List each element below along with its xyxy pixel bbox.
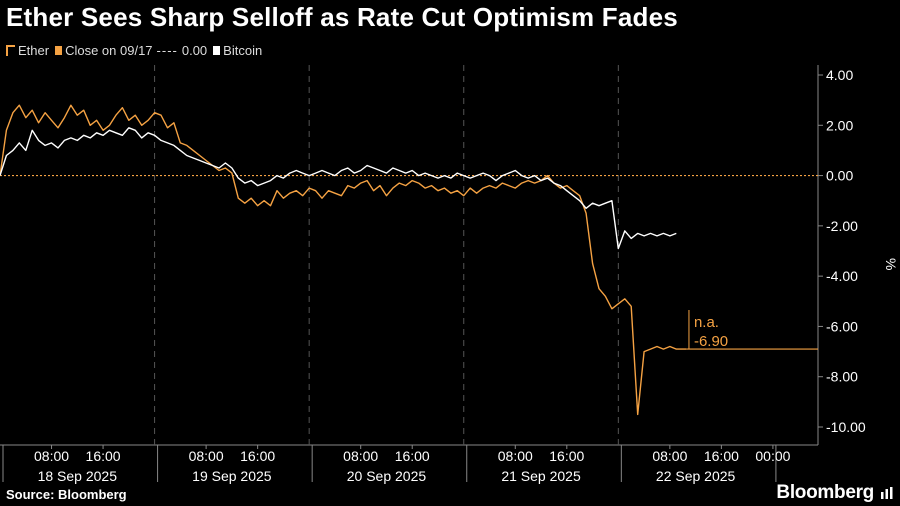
series-line-bitcoin	[0, 127, 677, 250]
x-day-label: 18 Sep 2025	[38, 468, 118, 484]
x-tick-label: 08:00	[343, 448, 378, 464]
close-swatch-icon	[55, 46, 63, 55]
y-tick-label: -8.00	[826, 369, 858, 385]
series-line-ether	[0, 104, 686, 416]
legend-item-close: Close on 09/17 ---- 0.00	[55, 43, 207, 58]
y-tick-label: 0.00	[826, 168, 853, 184]
x-tick-label: 16:00	[704, 448, 739, 464]
legend-item-ether: Ether	[6, 43, 49, 58]
bitcoin-swatch-icon	[213, 46, 221, 55]
source-note: Source: Bloomberg	[6, 487, 127, 502]
x-tick-label: 08:00	[498, 448, 533, 464]
x-tick-label: 16:00	[549, 448, 584, 464]
x-day-label: 21 Sep 2025	[501, 468, 581, 484]
dashed-line-icon: ----	[156, 43, 178, 58]
x-tick-label: 08:00	[189, 448, 224, 464]
x-day-label: 22 Sep 2025	[656, 468, 736, 484]
x-tick-label: 08:00	[652, 448, 687, 464]
y-tick-label: -10.00	[826, 419, 866, 435]
x-tick-label: 16:00	[86, 448, 121, 464]
chart-title: Ether Sees Sharp Selloff as Rate Cut Opt…	[6, 2, 678, 32]
x-tick-label: 16:00	[395, 448, 430, 464]
y-tick-label: 4.00	[826, 67, 853, 83]
legend-item-bitcoin: Bitcoin	[213, 43, 262, 58]
x-tick-label: 16:00	[240, 448, 275, 464]
y-tick-label: -6.00	[826, 318, 858, 334]
annotation-label-na: n.a.	[694, 314, 719, 331]
y-tick-label: -4.00	[826, 268, 858, 284]
y-axis-label: %	[883, 258, 899, 270]
brand-logo: Bloomberg	[776, 482, 874, 503]
x-tick-label: 00:00	[755, 448, 790, 464]
legend: Ether Close on 09/17 ---- 0.00 Bitcoin	[6, 43, 268, 58]
x-day-label: 19 Sep 2025	[192, 468, 272, 484]
legend-ether-label: Ether	[18, 43, 50, 58]
legend-bitcoin-label: Bitcoin	[223, 43, 263, 58]
bloomberg-chart-icon	[881, 487, 893, 499]
y-tick-label: -2.00	[826, 218, 858, 234]
annotation-label-value: -6.90	[694, 333, 728, 350]
legend-close-label: Close on 09/17	[65, 43, 153, 58]
ether-swatch-icon	[6, 45, 15, 56]
y-tick-label: 2.00	[826, 117, 853, 133]
legend-close-value: 0.00	[181, 43, 208, 58]
x-tick-label: 08:00	[34, 448, 69, 464]
x-day-label: 20 Sep 2025	[347, 468, 427, 484]
